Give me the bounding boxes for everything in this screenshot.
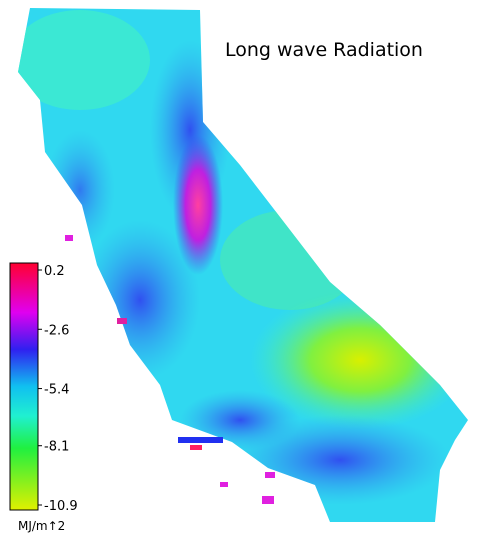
colorbar-tick-label: -8.1 [44,440,69,455]
islands [65,235,275,504]
colorbar [9,262,39,511]
colorbar-tick-label: -2.6 [44,323,69,338]
map-title: Long wave Radiation [225,39,423,61]
colorbar-tick-label: 0.2 [44,264,65,279]
colorbar-unit: MJ/m↑2 [18,519,65,533]
colorbar-tick-label: -5.4 [44,383,69,398]
colorbar-tick-label: -10.9 [44,499,78,514]
colorbar-scale: 0.2 -2.6 -5.4 -8.1 -10.9 [38,264,78,514]
